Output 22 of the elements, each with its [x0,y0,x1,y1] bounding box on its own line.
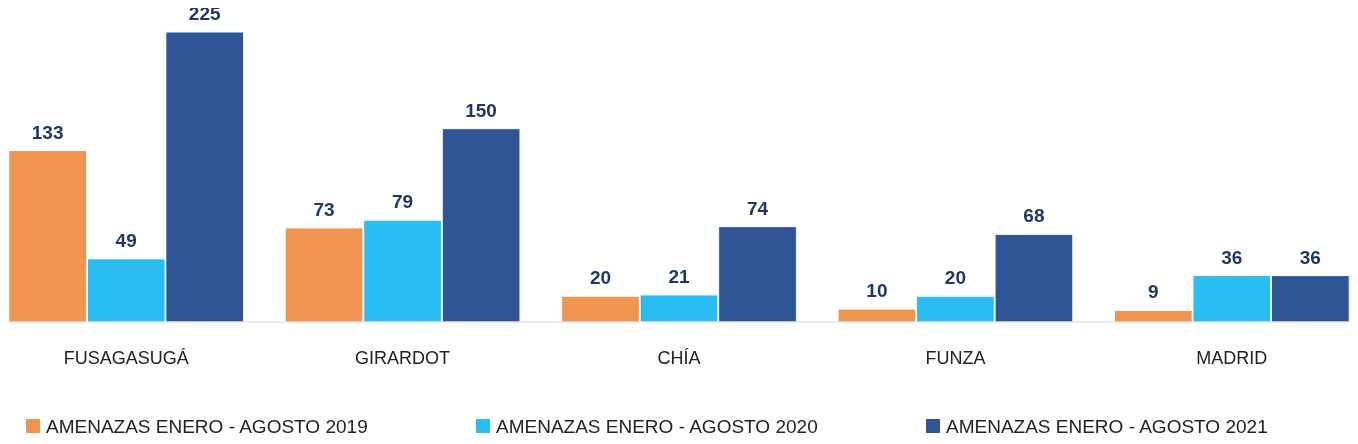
data-label: 79 [392,191,414,213]
data-label: 74 [746,197,769,219]
data-label: 20 [944,267,966,289]
data-label: 73 [313,198,335,220]
data-label: 10 [866,280,888,302]
data-label: 68 [1023,205,1045,227]
data-label: 21 [668,265,690,287]
legend-label: AMENAZAS ENERO - AGOSTO 2021 [946,416,1268,437]
x-tick-label: FUSAGASUGÁ [63,348,189,368]
legend-label: AMENAZAS ENERO - AGOSTO 2020 [496,416,818,437]
legend-label: AMENAZAS ENERO - AGOSTO 2019 [46,416,368,437]
x-tick-label: FUNZA [925,348,986,368]
data-label: 133 [31,121,64,143]
x-tick-label: CHÍA [657,348,701,368]
data-label: 49 [115,229,137,251]
x-tick-label: MADRID [1196,348,1268,368]
data-label: 36 [1221,246,1243,268]
data-label: 20 [589,267,612,289]
data-label: 36 [1299,246,1321,268]
x-tick-label: GIRARDOT [355,348,451,368]
data-label: 9 [1148,281,1159,303]
data-label: 150 [465,99,497,121]
